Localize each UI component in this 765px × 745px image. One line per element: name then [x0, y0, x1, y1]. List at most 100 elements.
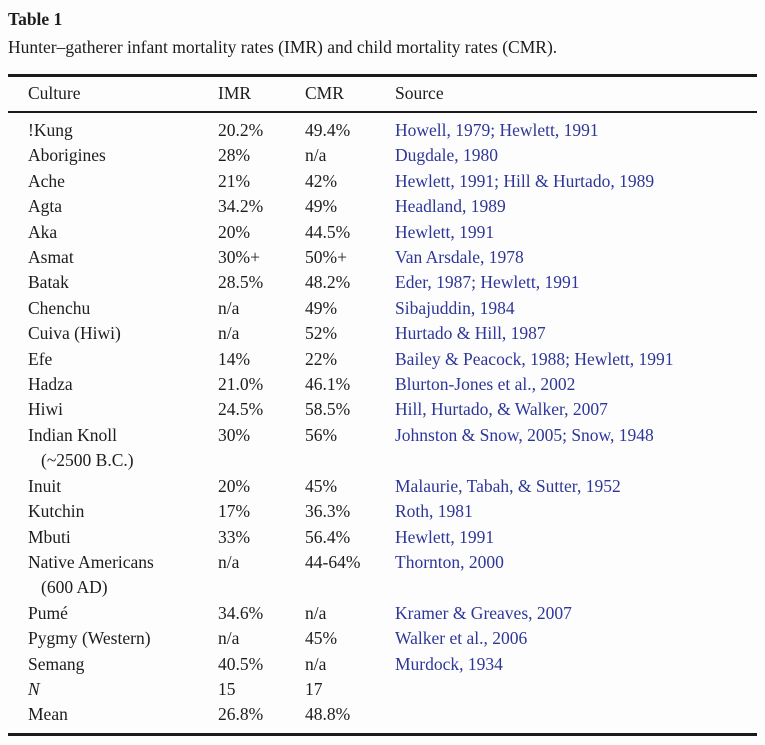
- table-row: Semang 40.5% n/a Murdock, 1934: [8, 652, 757, 677]
- cell-imr: 34.6%: [218, 602, 264, 623]
- culture-name: Aka: [28, 221, 58, 242]
- cell-cmr: 45%: [305, 628, 338, 649]
- cell-culture: Aborigines: [8, 143, 218, 168]
- table-row: Hadza 21.0% 46.1% Blurton-Jones et al., …: [8, 372, 757, 397]
- cell-imr: 20%: [218, 221, 251, 242]
- table-row: Asmat 30%+ 50%+ Van Arsdale, 1978: [8, 245, 757, 270]
- cell-culture: Mbuti: [8, 525, 218, 550]
- cell-cmr: 22%: [305, 348, 338, 369]
- cell-cmr: 46.1%: [305, 374, 351, 395]
- cell-imr: 34.2%: [218, 196, 264, 217]
- table-row: Ache 21% 42% Hewlett, 1991; Hill & Hurta…: [8, 169, 757, 194]
- table-row: Aka 20% 44.5% Hewlett, 1991: [8, 220, 757, 245]
- cell-imr: 14%: [218, 348, 251, 369]
- cell-source: Hurtado & Hill, 1987: [395, 321, 757, 346]
- cell-cmr: 44.5%: [305, 221, 351, 242]
- culture-name: Mean: [28, 704, 68, 725]
- citation-link[interactable]: Headland, 1989: [395, 196, 506, 217]
- culture-name: Batak: [28, 272, 69, 293]
- cell-source: Van Arsdale, 1978: [395, 245, 757, 270]
- table-row: Kutchin 17% 36.3% Roth, 1981: [8, 499, 757, 524]
- citation-link[interactable]: Eder, 1987; Hewlett, 1991: [395, 272, 580, 293]
- citation-link[interactable]: Howell, 1979; Hewlett, 1991: [395, 120, 599, 140]
- citation-link[interactable]: Johnston & Snow, 2005; Snow, 1948: [395, 424, 654, 445]
- cell-imr: 20%: [218, 475, 251, 496]
- cell-culture: Mean: [8, 702, 218, 734]
- cell-cmr: 44-64%: [305, 551, 361, 572]
- cell-culture: Efe: [8, 347, 218, 372]
- citation-link[interactable]: Blurton-Jones et al., 2002: [395, 374, 576, 395]
- cell-culture: Pygmy (Western): [8, 626, 218, 651]
- culture-note: (600 AD): [41, 577, 108, 598]
- cell-cmr: 49.4%: [305, 120, 351, 140]
- citation-link[interactable]: Kramer & Greaves, 2007: [395, 602, 572, 623]
- citation-link[interactable]: Walker et al., 2006: [395, 628, 528, 649]
- cell-imr: 17%: [218, 501, 251, 522]
- cell-culture: Chenchu: [8, 296, 218, 321]
- cell-imr: 40.5%: [218, 653, 264, 674]
- cell-source: [395, 677, 757, 702]
- table-row: Aborigines 28% n/a Dugdale, 1980: [8, 143, 757, 168]
- cell-imr: 33%: [218, 526, 251, 547]
- cell-source: Eder, 1987; Hewlett, 1991: [395, 270, 757, 295]
- table-row: Mbuti 33% 56.4% Hewlett, 1991: [8, 525, 757, 550]
- citation-link[interactable]: Hewlett, 1991: [395, 221, 495, 242]
- cell-source: Johnston & Snow, 2005; Snow, 1948: [395, 423, 757, 474]
- cell-culture: !Kung: [8, 112, 218, 143]
- culture-name: Asmat: [28, 247, 74, 268]
- citation-link[interactable]: Hewlett, 1991; Hill & Hurtado, 1989: [395, 170, 655, 191]
- cell-cmr: 56.4%: [305, 526, 351, 547]
- cell-culture: Agta: [8, 194, 218, 219]
- cell-source: Roth, 1981: [395, 499, 757, 524]
- culture-name: !Kung: [28, 120, 73, 140]
- cell-culture: Asmat: [8, 245, 218, 270]
- cell-source: Sibajuddin, 1984: [395, 296, 757, 321]
- cell-cmr: 36.3%: [305, 501, 351, 522]
- cell-cmr: 50%+: [305, 247, 347, 268]
- cell-cmr: 49%: [305, 297, 338, 318]
- cell-source: Hill, Hurtado, & Walker, 2007: [395, 397, 757, 422]
- cell-imr: n/a: [218, 628, 240, 649]
- cell-imr: 30%: [218, 424, 251, 445]
- culture-name: Inuit: [28, 475, 62, 496]
- citation-link[interactable]: Hill, Hurtado, & Walker, 2007: [395, 399, 608, 420]
- cell-culture: Kutchin: [8, 499, 218, 524]
- citation-link[interactable]: Murdock, 1934: [395, 653, 503, 674]
- culture-name: Native Americans: [28, 551, 154, 572]
- culture-name: Pumé: [28, 602, 68, 623]
- citation-link[interactable]: Thornton, 2000: [395, 551, 504, 572]
- citation-link[interactable]: Roth, 1981: [395, 501, 473, 522]
- citation-link[interactable]: Malaurie, Tabah, & Sutter, 1952: [395, 475, 621, 496]
- cell-source: Bailey & Peacock, 1988; Hewlett, 1991: [395, 347, 757, 372]
- citation-link[interactable]: Bailey & Peacock, 1988; Hewlett, 1991: [395, 348, 674, 369]
- table-row: Batak 28.5% 48.2% Eder, 1987; Hewlett, 1…: [8, 270, 757, 295]
- culture-name: Efe: [28, 348, 53, 369]
- culture-name: Kutchin: [28, 501, 85, 522]
- cell-source: Hewlett, 1991: [395, 220, 757, 245]
- cell-cmr: 45%: [305, 475, 338, 496]
- cell-cmr: 49%: [305, 196, 338, 217]
- cell-imr: 21%: [218, 170, 251, 191]
- cell-source: Howell, 1979; Hewlett, 1991: [395, 112, 757, 143]
- table-row: !Kung 20.2% 49.4% Howell, 1979; Hewlett,…: [8, 112, 757, 143]
- cell-source: Blurton-Jones et al., 2002: [395, 372, 757, 397]
- column-header-source: Source: [395, 75, 757, 113]
- cell-culture: Native Americans (600 AD): [8, 550, 218, 601]
- mortality-table: Culture IMR CMR Source !Kung 20.2% 49.4%…: [8, 74, 757, 736]
- citation-link[interactable]: Sibajuddin, 1984: [395, 297, 515, 318]
- cell-source: Walker et al., 2006: [395, 626, 757, 651]
- culture-name: Cuiva (Hiwi): [28, 323, 121, 344]
- cell-cmr: n/a: [305, 653, 327, 674]
- cell-cmr: n/a: [305, 145, 327, 166]
- table-row: Native Americans (600 AD) n/a 44-64% Thor…: [8, 550, 757, 601]
- cell-imr: 15: [218, 678, 236, 699]
- cell-culture: Pumé: [8, 601, 218, 626]
- citation-link[interactable]: Van Arsdale, 1978: [395, 247, 524, 268]
- cell-imr: 20.2%: [218, 120, 264, 140]
- citation-link[interactable]: Dugdale, 1980: [395, 145, 499, 166]
- citation-link[interactable]: Hewlett, 1991: [395, 526, 495, 547]
- citation-link[interactable]: Hurtado & Hill, 1987: [395, 323, 546, 344]
- header-row: Culture IMR CMR Source: [8, 75, 757, 113]
- table-row: Cuiva (Hiwi) n/a 52% Hurtado & Hill, 198…: [8, 321, 757, 346]
- table-row: Indian Knoll (~2500 B.C.) 30% 56% Johnsto…: [8, 423, 757, 474]
